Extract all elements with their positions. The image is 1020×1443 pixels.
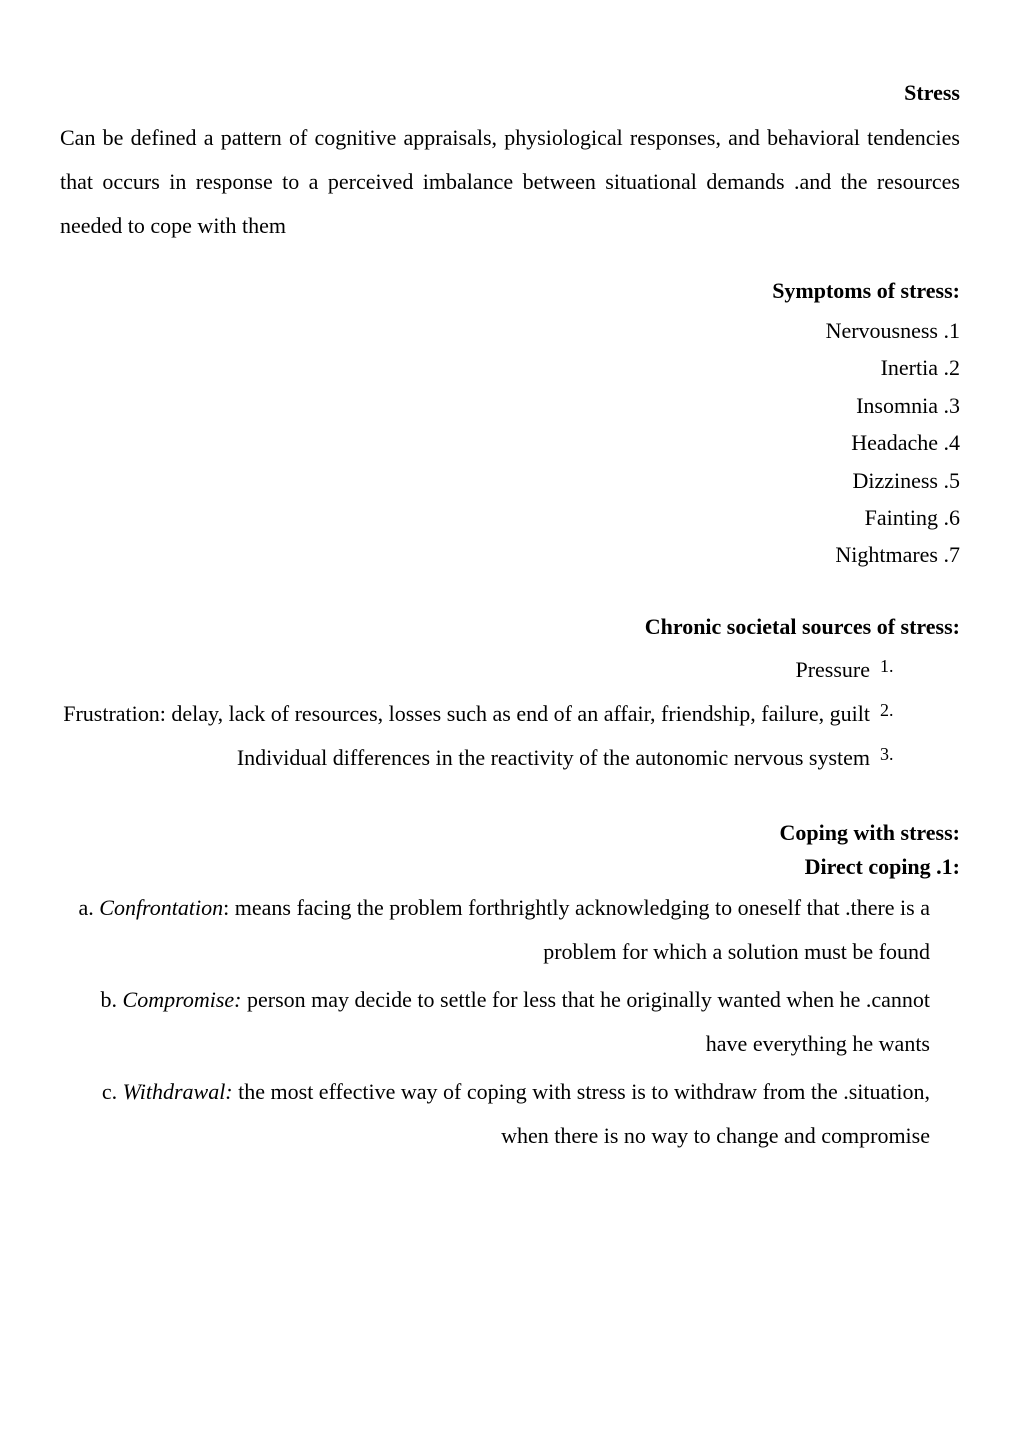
coping-item-a: a. Confrontation: means facing the probl… [60,886,960,974]
symptom-list: Nervousness .1 Inertia .2 Insomnia .3 He… [60,312,960,574]
list-number: .3 [870,736,910,772]
coping-term: Confrontation [99,895,223,920]
symptom-item: Nervousness .1 [60,312,960,349]
list-number: .2 [870,692,910,728]
symptom-item: Insomnia .3 [60,387,960,424]
coping-prefix: a. [79,895,100,920]
coping-prefix: b. [101,987,123,1012]
direct-coping-heading: :Direct coping .1 [60,854,960,880]
document-title: Stress [60,80,960,106]
chronic-item: .2 Frustration: delay, lack of resources… [60,692,910,736]
coping-term: Compromise: [123,987,242,1012]
symptom-item: Dizziness .5 [60,462,960,499]
symptom-item: Nightmares .7 [60,536,960,573]
chronic-item: .3 Individual differences in the reactiv… [60,736,910,780]
coping-prefix: c. [102,1079,123,1104]
coping-item-b: b. Compromise: person may decide to sett… [60,978,960,1066]
chronic-heading: :Chronic societal sources of stress [60,614,960,640]
symptom-item: Fainting .6 [60,499,960,536]
symptoms-heading: :Symptoms of stress [60,278,960,304]
definition-text: Can be defined a pattern of cognitive ap… [60,116,960,248]
chronic-list: .1 Pressure .2 Frustration: delay, lack … [60,648,960,780]
chronic-item: .1 Pressure [60,648,910,692]
list-text: Pressure [60,648,870,692]
symptom-item: Headache .4 [60,424,960,461]
coping-term: Withdrawal: [123,1079,233,1104]
list-number: .1 [870,648,910,684]
list-text: Frustration: delay, lack of resources, l… [60,692,870,736]
coping-rest: the most effective way of coping with st… [233,1079,930,1148]
coping-heading: :Coping with stress [60,820,960,846]
list-text: Individual differences in the reactivity… [60,736,870,780]
coping-rest: person may decide to settle for less tha… [241,987,930,1056]
coping-item-c: c. Withdrawal: the most effective way of… [60,1070,960,1158]
coping-rest: : means facing the problem forthrightly … [223,895,930,964]
symptom-item: Inertia .2 [60,349,960,386]
